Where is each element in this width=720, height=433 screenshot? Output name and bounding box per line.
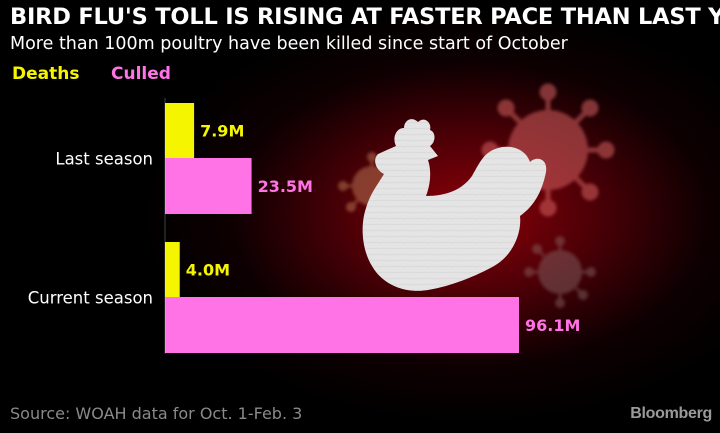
legend-item-deaths: Deaths xyxy=(12,64,80,84)
bloomberg-logo: Bloomberg xyxy=(630,405,712,422)
bar-culled-current-season xyxy=(165,297,519,353)
legend-item-culled: Culled xyxy=(111,64,171,84)
virus-icon xyxy=(524,236,596,308)
bar-deaths-last-season xyxy=(165,103,195,158)
bar-culled-last-season xyxy=(165,158,252,214)
data-label: 96.1M xyxy=(525,316,580,335)
data-label: 4.0M xyxy=(186,261,230,280)
data-label: 23.5M xyxy=(258,177,313,196)
bar-deaths-current-season xyxy=(165,242,180,297)
chart-subtitle: More than 100m poultry have been killed … xyxy=(10,34,568,54)
category-label: Last season xyxy=(55,150,153,169)
chart-title: BIRD FLU'S TOLL IS RISING AT FASTER PACE… xyxy=(10,4,720,30)
source-note: Source: WOAH data for Oct. 1-Feb. 3 xyxy=(10,404,303,423)
category-label: Current season xyxy=(28,289,153,308)
data-label: 7.9M xyxy=(200,122,244,141)
rooster-illustration xyxy=(362,119,547,291)
